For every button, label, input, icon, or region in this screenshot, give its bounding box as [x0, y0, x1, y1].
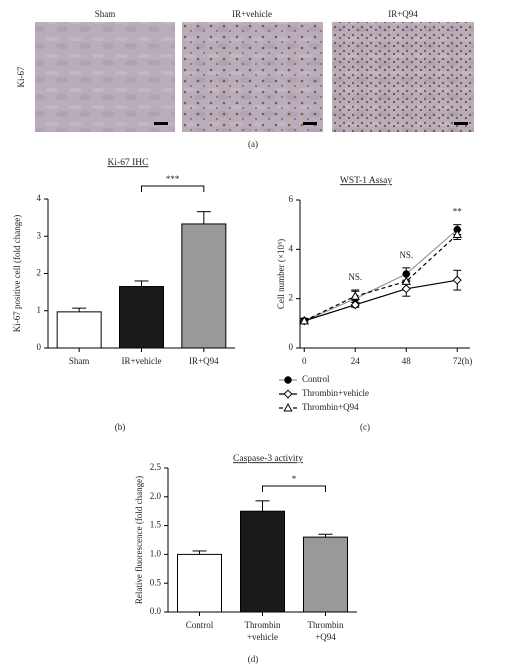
row-label: Ki-67 [16, 66, 26, 87]
y-tick-label: 2.0 [150, 491, 162, 501]
x-tick-label: IR+Q94 [189, 356, 219, 366]
legend-label: Thrombin+vehicle [302, 388, 369, 398]
annotation: NS. [399, 250, 413, 260]
y-tick-label: 1.5 [150, 520, 162, 530]
y-tick-label: 6 [289, 194, 294, 204]
series-line [303, 234, 458, 322]
y-tick-label: 0.0 [150, 606, 162, 616]
data-point [350, 291, 360, 300]
y-tick-label: 1 [37, 305, 42, 315]
y-tick-label: 0.5 [150, 577, 162, 587]
stain-dots [182, 22, 323, 132]
legend-marker [283, 389, 293, 399]
scale-bar [154, 122, 168, 125]
significance-bracket [262, 485, 326, 492]
bar [177, 553, 222, 613]
y-axis-label: Cell number (×10⁵) [276, 239, 286, 309]
y-axis-label: Relative fluorescence (fold change) [134, 476, 144, 604]
significance-bracket [141, 185, 205, 192]
column-label: Sham [95, 9, 116, 19]
y-axis-label: Ki-67 positive cell (fold change) [12, 215, 22, 332]
image-sham [35, 22, 175, 132]
data-point [452, 229, 462, 239]
y-tick-label: 0 [289, 342, 294, 352]
x-tick-label: Control [186, 620, 214, 630]
y-tick-label: 0 [37, 342, 42, 352]
series-line [304, 229, 458, 322]
data-point [350, 300, 360, 310]
bar [303, 536, 348, 613]
legend-marker [283, 402, 293, 412]
x-tick-label: Thrombin [245, 620, 281, 630]
significance-label: * [292, 474, 297, 484]
data-point [401, 276, 411, 285]
micrographs [35, 22, 474, 132]
y-tick-label: 4 [289, 243, 294, 253]
legend-label: Control [302, 374, 330, 384]
y-tick-label: 2 [37, 268, 42, 278]
scale-bar [454, 122, 468, 125]
legend-label: Thrombin+Q94 [302, 402, 359, 412]
legend-marker [284, 376, 292, 384]
y-tick-label: 4 [37, 193, 42, 203]
bar [56, 311, 102, 349]
annotation: ** [453, 207, 463, 217]
scale-bar [303, 122, 317, 125]
x-tick-label: 24 [351, 356, 361, 366]
y-tick-label: 1.0 [150, 548, 162, 558]
x-tick-label: 0 [302, 356, 307, 366]
bar [119, 286, 164, 349]
panel-caption: (d) [248, 654, 259, 664]
data-point [299, 315, 309, 325]
chart-title: WST-1 Assay [340, 176, 392, 186]
column-label: IR+vehicle [232, 9, 272, 19]
x-tick-label: 48 [402, 356, 412, 366]
series-line [304, 279, 458, 322]
x-tick-label: +Q94 [315, 632, 336, 642]
bar [181, 223, 227, 349]
annotation: NS. [348, 272, 362, 282]
x-tick-label: Thrombin [308, 620, 344, 630]
data-point [452, 275, 462, 285]
x-tick-label: Sham [69, 356, 90, 366]
x-tick-label: 72 [453, 356, 462, 366]
panel-caption: (a) [248, 139, 258, 149]
data-point [402, 270, 410, 278]
y-tick-label: 3 [37, 230, 42, 240]
bar [240, 510, 285, 613]
column-label: IR+Q94 [388, 9, 418, 19]
y-tick-label: 2 [289, 293, 294, 303]
x-tick-label: +vehicle [247, 632, 278, 642]
stain-dots [332, 22, 474, 132]
chart-title: Ki-67 IHC [108, 158, 149, 168]
significance-label: *** [166, 174, 180, 184]
panel-caption: (b) [115, 422, 126, 432]
data-point [401, 284, 411, 294]
x-tick-label: IR+vehicle [121, 356, 161, 366]
chart-title: Caspase-3 activity [233, 454, 303, 464]
panel-caption: (c) [360, 422, 370, 432]
y-tick-label: 2.5 [150, 462, 162, 472]
x-axis-label: (h) [462, 356, 473, 366]
